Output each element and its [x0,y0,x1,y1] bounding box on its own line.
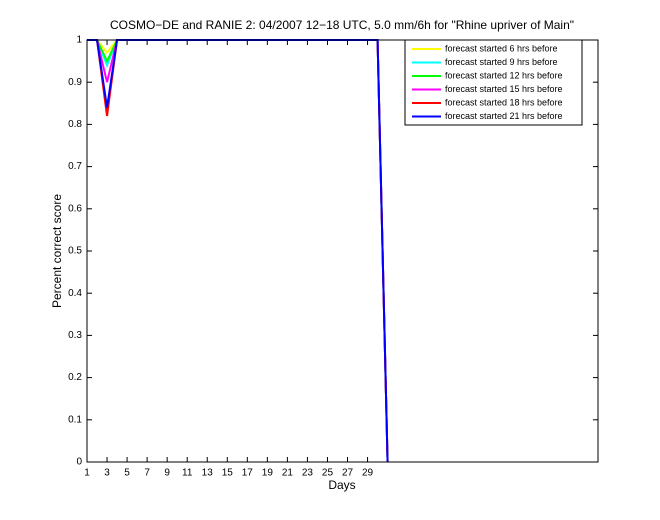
y-tick-label: 0.6 [68,203,82,214]
legend-label: forecast started 6 hrs before [445,43,558,53]
x-tick-label: 27 [342,468,354,479]
x-tick-label: 15 [222,468,234,479]
y-tick-label: 0 [76,457,82,468]
legend-label: forecast started 21 hrs before [445,111,563,121]
y-tick-label: 0.5 [68,246,82,257]
x-tick-label: 7 [144,468,150,479]
y-tick-label: 0.1 [68,414,82,425]
legend-label: forecast started 15 hrs before [445,84,563,94]
x-tick-label: 25 [322,468,334,479]
chart-title: COSMO−DE and RANIE 2: 04/2007 12−18 UTC,… [110,18,574,32]
x-tick-label: 3 [104,468,110,479]
y-tick-label: 0.2 [68,372,82,383]
x-tick-label: 17 [242,468,254,479]
y-tick-label: 0.9 [68,77,82,88]
x-tick-label: 11 [182,468,193,479]
y-tick-label: 0.8 [68,119,82,130]
legend-box [404,39,583,126]
y-axis-label: Percent correct score [50,194,64,308]
x-tick-label: 23 [302,468,314,479]
x-axis-label: Days [328,478,355,492]
legend-label: forecast started 18 hrs before [445,97,563,107]
legend-label: forecast started 9 hrs before [445,57,558,67]
y-tick-label: 0.7 [68,161,82,172]
x-tick-label: 21 [282,468,294,479]
x-tick-label: 13 [202,468,214,479]
y-tick-label: 1 [76,35,82,46]
axes-box [86,39,599,463]
legend-label: forecast started 12 hrs before [445,70,563,80]
y-tick-label: 0.4 [68,288,82,299]
x-tick-label: 19 [262,468,274,479]
x-tick-label: 9 [164,468,170,479]
x-tick-label: 5 [124,468,130,479]
x-tick-label: 29 [362,468,374,479]
x-tick-label: 1 [84,468,90,479]
y-tick-label: 0.3 [68,330,82,341]
